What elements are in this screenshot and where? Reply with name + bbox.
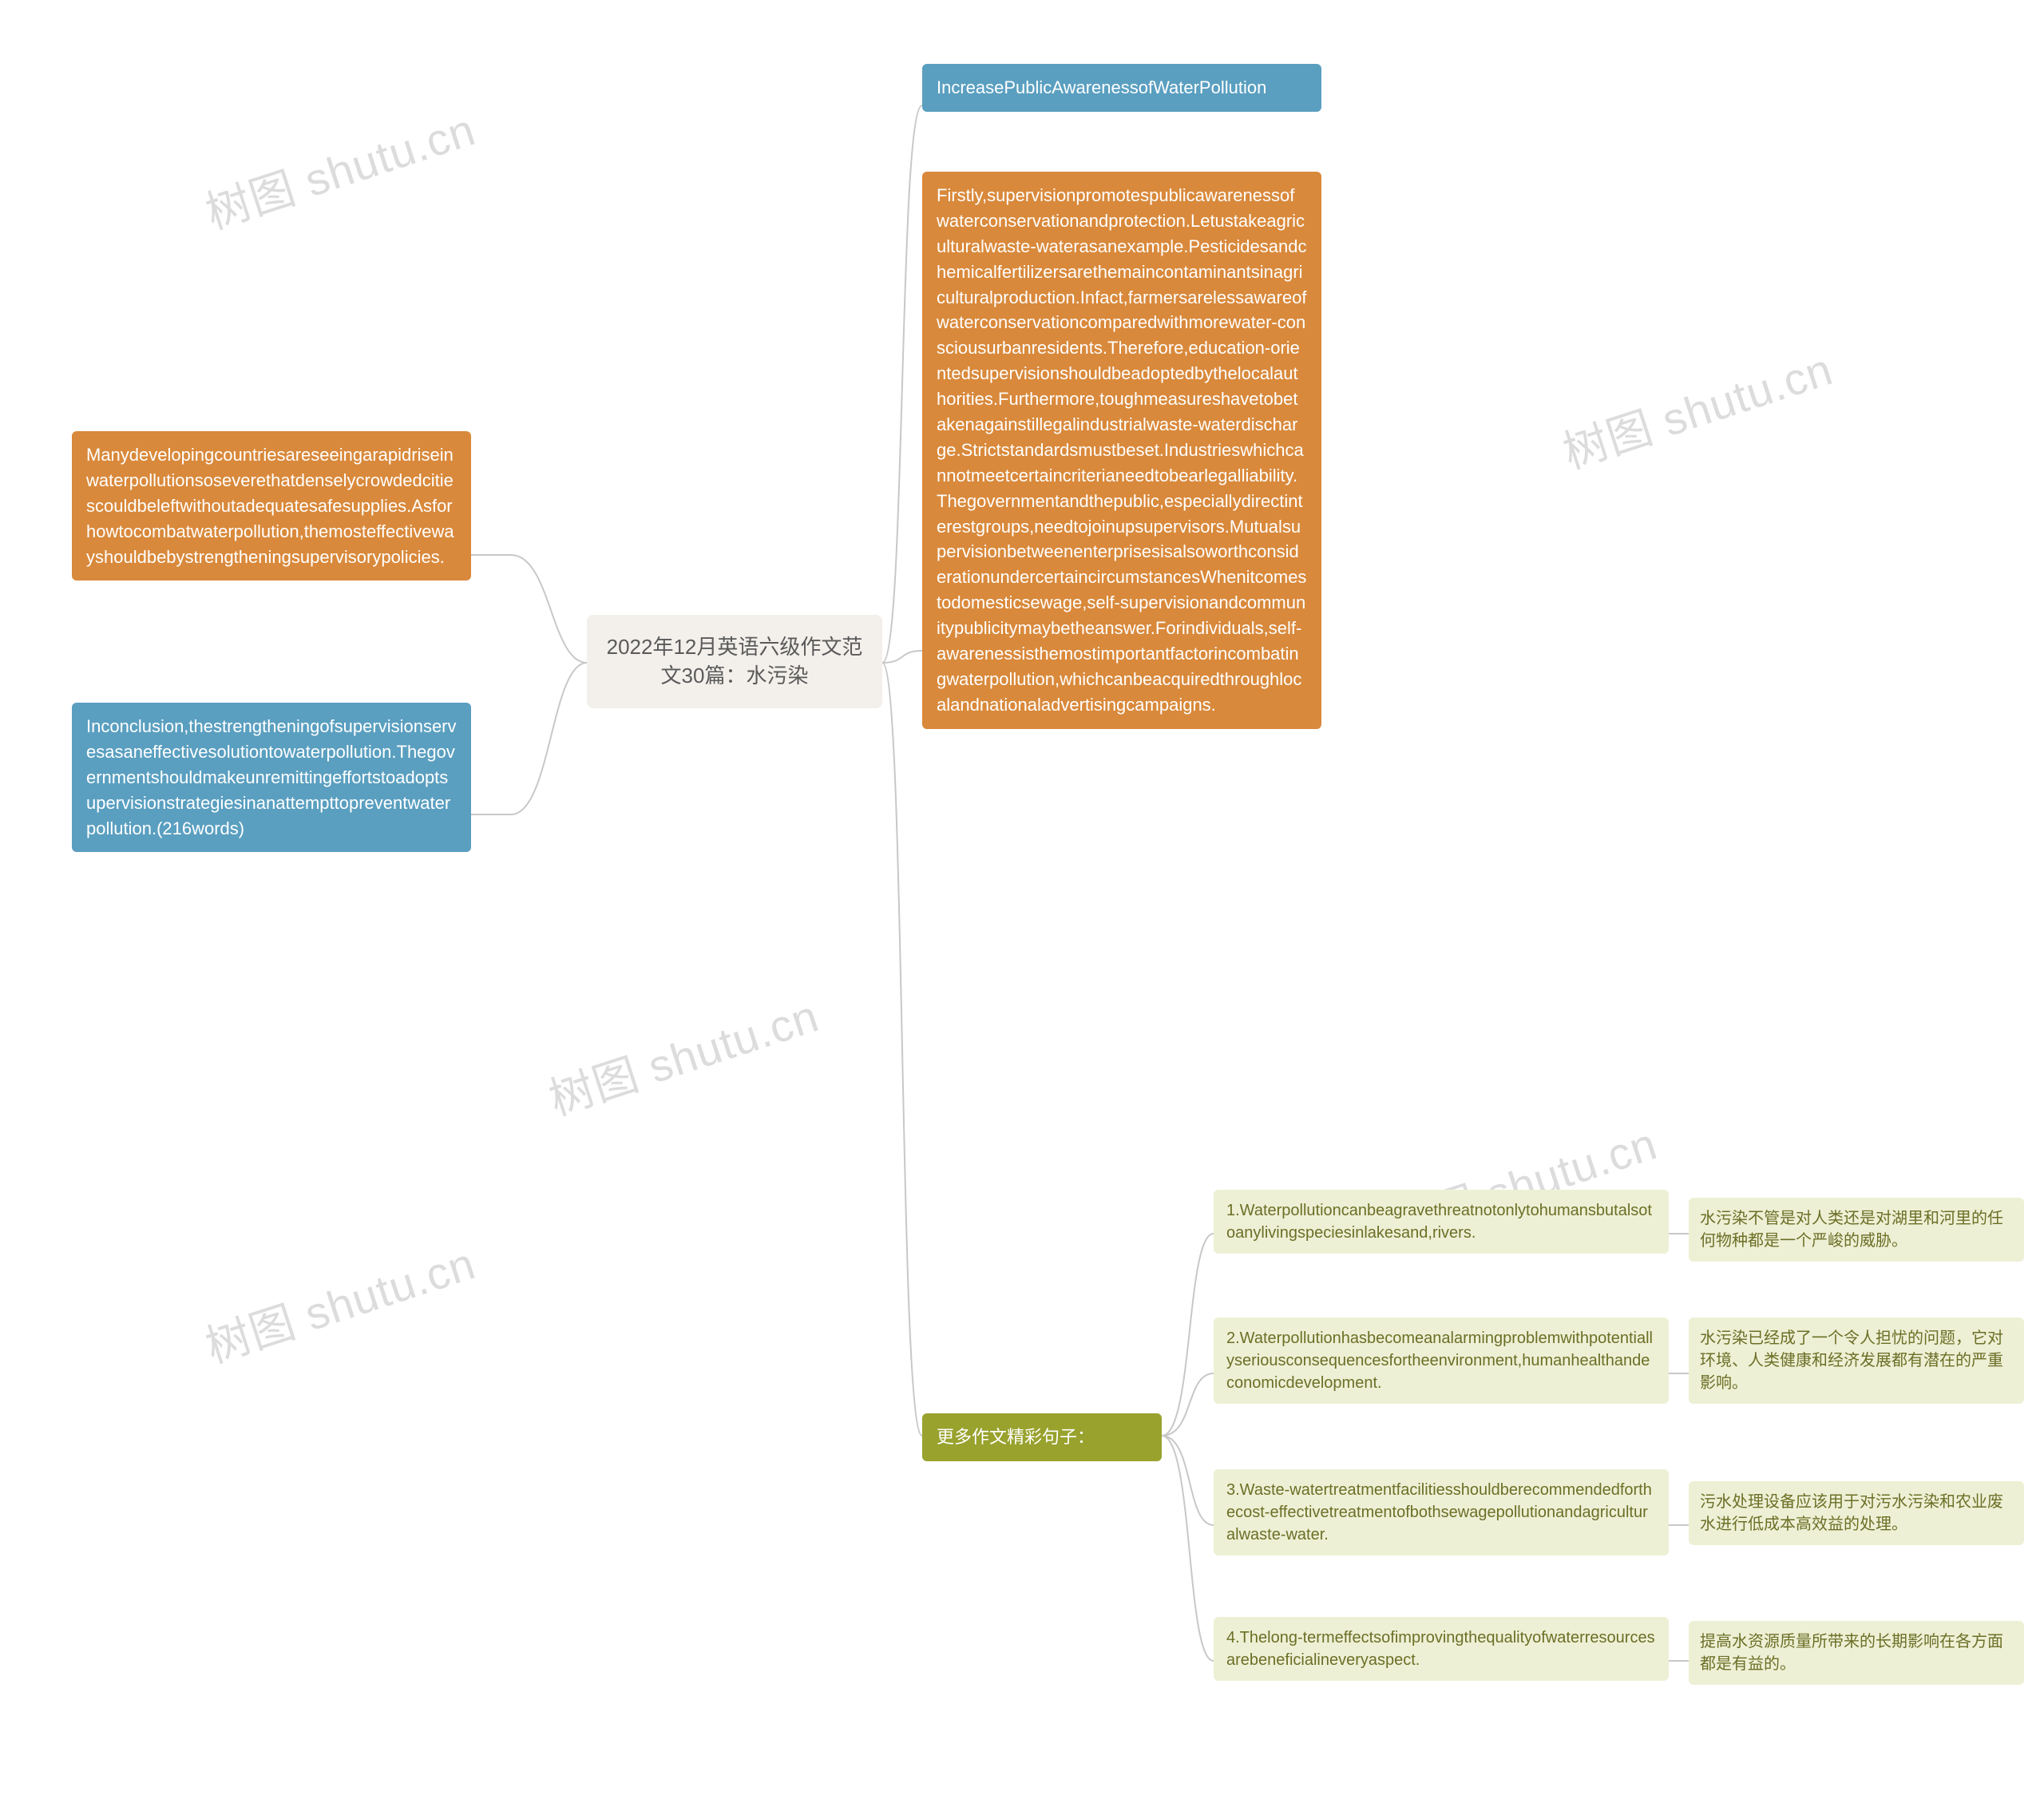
sentence-zh[interactable]: 提高水资源质量所带来的长期影响在各方面都是有益的。 bbox=[1689, 1621, 2024, 1685]
sentence-zh[interactable]: 水污染不管是对人类还是对湖里和河里的任何物种都是一个严峻的威胁。 bbox=[1689, 1198, 2024, 1262]
sentence-zh[interactable]: 污水处理设备应该用于对污水污染和农业废水进行低成本高效益的处理。 bbox=[1689, 1481, 2024, 1545]
watermark: 树图 shutu.cn bbox=[540, 981, 826, 1128]
watermark: 树图 shutu.cn bbox=[196, 94, 482, 242]
right-body-node[interactable]: Firstly,supervisionpromotespublicawarene… bbox=[922, 172, 1321, 729]
left-conclusion-node[interactable]: Inconclusion,thestrengtheningofsupervisi… bbox=[72, 703, 471, 852]
sentence-en[interactable]: 4.Thelong-termeffectsofimprovingthequali… bbox=[1214, 1617, 1669, 1681]
more-sentences-node[interactable]: 更多作文精彩句子： bbox=[922, 1413, 1162, 1461]
watermark: 树图 shutu.cn bbox=[196, 1228, 482, 1376]
sentence-en[interactable]: 2.Waterpollutionhasbecomeanalarmingprobl… bbox=[1214, 1318, 1669, 1404]
sentence-en[interactable]: 3.Waste-watertreatmentfacilitiesshouldbe… bbox=[1214, 1469, 1669, 1555]
right-heading-node[interactable]: IncreasePublicAwarenessofWaterPollution bbox=[922, 64, 1321, 112]
root-node[interactable]: 2022年12月英语六级作文范文30篇：水污染 bbox=[587, 615, 882, 708]
sentence-en[interactable]: 1.Waterpollutioncanbeagravethreatnotonly… bbox=[1214, 1190, 1669, 1254]
mindmap-canvas: 树图 shutu.cn 树图 shutu.cn 树图 shutu.cn 树图 s… bbox=[0, 0, 2044, 1803]
watermark: 树图 shutu.cn bbox=[1554, 334, 1840, 481]
left-intro-node[interactable]: Manydevelopingcountriesareseeingarapidri… bbox=[72, 431, 471, 581]
sentence-zh[interactable]: 水污染已经成了一个令人担忧的问题，它对环境、人类健康和经济发展都有潜在的严重影响… bbox=[1689, 1318, 2024, 1404]
